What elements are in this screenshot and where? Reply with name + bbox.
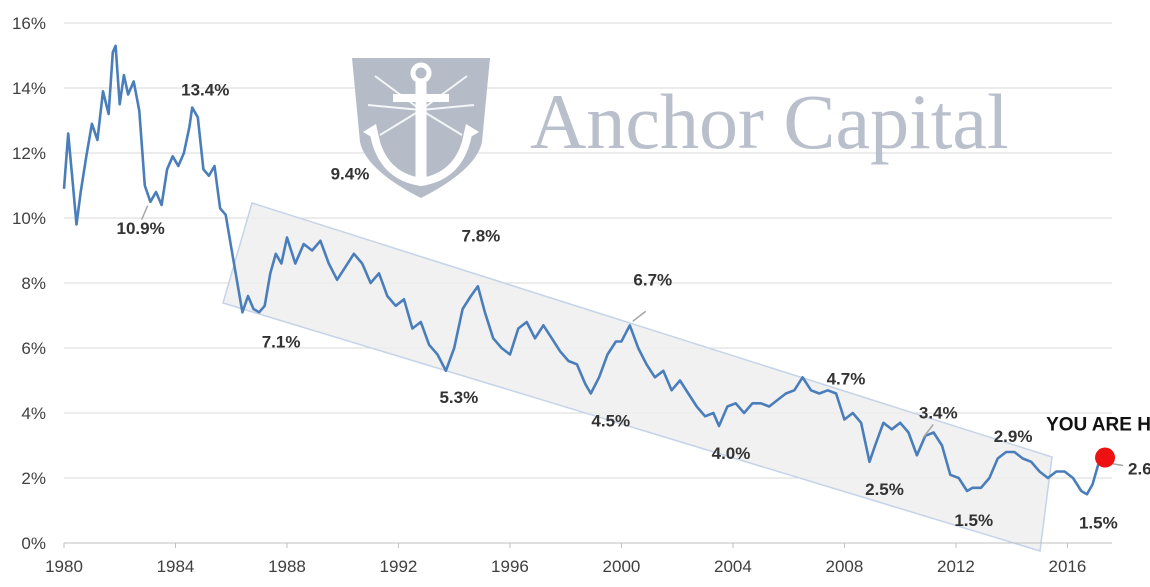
x-tick-label: 2012 <box>937 557 975 576</box>
y-tick-label: 6% <box>21 339 46 358</box>
annotation-label: 4.7% <box>827 369 866 388</box>
annotation-label: 1.5% <box>1079 513 1118 532</box>
annotation-leader <box>140 205 149 221</box>
annotation-layer: 13.4% 10.9% 9.4% 7.1% 7.8% 5.3% 6.7% 4.5% 4.0% 4.… <box>117 81 1150 533</box>
annotation-leader <box>632 310 647 322</box>
annotation-label: 5.3% <box>439 388 478 407</box>
annotation-label: 2.5% <box>865 480 904 499</box>
annotation-label: 9.4% <box>331 165 370 184</box>
current-value-marker <box>1095 447 1116 468</box>
burst-icon <box>367 75 475 136</box>
annotation-label: 7.8% <box>462 226 501 245</box>
x-tick-label: 2008 <box>826 557 864 576</box>
you-are-here-label: YOU ARE HERE <box>1046 415 1150 436</box>
anchor-capital-logo: Anchor Capital <box>352 58 1009 198</box>
yield-series-line <box>62 44 1106 496</box>
annotation-label: 1.5% <box>954 511 993 530</box>
annotation-leader <box>1110 462 1124 467</box>
annotation-label: 2.9% <box>994 427 1033 446</box>
x-tick-label: 2004 <box>714 557 752 576</box>
y-tick-label: 10% <box>12 209 46 228</box>
series-layer <box>62 44 1106 496</box>
trend-channel <box>222 202 1053 552</box>
x-tick-label: 1992 <box>380 557 418 576</box>
axes: 0% 2% 4% 6% 8% 10% 12% 14% 16% 1980 1984 1988 1992 19… <box>12 14 1112 576</box>
y-tick-label: 12% <box>12 144 46 163</box>
annotation-label: 13.4% <box>181 81 229 100</box>
y-tick-label: 16% <box>12 14 46 33</box>
x-tick-label: 2016 <box>1048 557 1086 576</box>
x-tick-label: 2000 <box>603 557 641 576</box>
annotation-leader <box>922 424 934 438</box>
x-tick-label: 1988 <box>268 557 306 576</box>
y-tick-label: 2% <box>21 469 46 488</box>
y-tick-label: 0% <box>21 534 46 553</box>
annotation-label: 4.0% <box>712 444 751 463</box>
annotation-label: 2.63% <box>1128 460 1150 479</box>
x-tick-label: 1980 <box>45 557 83 576</box>
x-tick-label: 1984 <box>157 557 195 576</box>
y-tick-label: 4% <box>21 404 46 423</box>
annotation-label: 3.4% <box>919 404 958 423</box>
annotation-label: 7.1% <box>262 332 301 351</box>
y-tick-label: 8% <box>21 274 46 293</box>
brand-name: Anchor Capital <box>530 78 1009 165</box>
annotation-label: 4.5% <box>591 412 630 431</box>
annotation-label: 10.9% <box>117 219 165 238</box>
anchor-icon <box>363 62 479 187</box>
y-tick-label: 14% <box>12 79 46 98</box>
x-tick-label: 1996 <box>491 557 529 576</box>
annotation-label: 6.7% <box>633 270 672 289</box>
